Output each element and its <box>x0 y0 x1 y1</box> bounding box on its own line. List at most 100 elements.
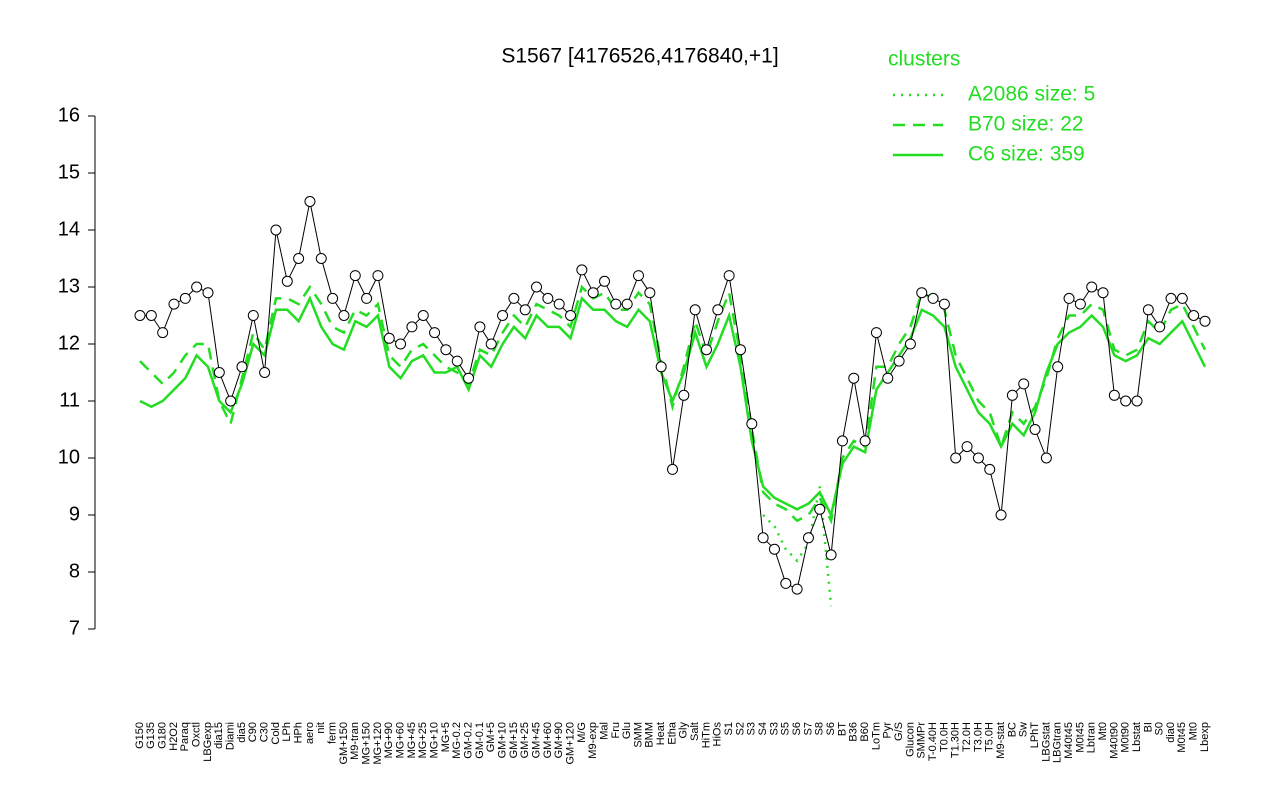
x-tick-label: T1.30H <box>950 722 962 758</box>
data-point <box>508 292 520 304</box>
data-point <box>1165 292 1177 304</box>
x-tick-label: GM+60 <box>542 722 554 758</box>
x-tick-label: GM+120 <box>564 722 576 765</box>
data-point <box>1108 389 1120 401</box>
data-point <box>836 435 848 447</box>
x-tick-label: S3 <box>768 722 780 735</box>
x-tick-label: G150 <box>134 722 146 749</box>
data-point <box>247 310 259 321</box>
x-tick-label: S4 <box>757 722 769 735</box>
x-tick-label: MG+120 <box>372 722 384 765</box>
x-tick-label: C90 <box>247 722 259 742</box>
data-point <box>202 287 214 299</box>
data-point <box>757 532 769 544</box>
x-tick-label: SMMPr <box>916 722 928 759</box>
x-tick-label: HPh <box>293 722 305 743</box>
x-tick-label: G/S <box>893 722 905 741</box>
data-point <box>417 310 429 321</box>
data-point <box>1188 310 1200 321</box>
data-point <box>768 543 780 555</box>
x-tick-label: MG+5 <box>440 722 452 752</box>
x-tick-label: LPhT <box>1029 722 1041 749</box>
data-point <box>236 361 248 373</box>
x-tick-label: M9-tran <box>349 722 361 760</box>
data-point <box>961 441 973 453</box>
x-tick-label: BI <box>1142 722 1154 732</box>
x-tick-label: Glucon <box>904 722 916 757</box>
x-tick-label: M9-stat <box>995 722 1007 759</box>
data-point <box>995 509 1007 521</box>
x-tick-label: ferm <box>327 722 339 744</box>
data-point <box>440 344 452 356</box>
y-tick-label: 8 <box>69 560 80 582</box>
x-tick-label: S2 <box>734 722 746 735</box>
data-point <box>1199 315 1211 327</box>
data-point <box>791 583 803 595</box>
data-point <box>531 281 543 293</box>
x-tick-label: Lbstat <box>1131 722 1143 752</box>
data-point <box>304 196 316 207</box>
x-tick-label: GM+45 <box>530 722 542 758</box>
chart-title: S1567 [4176526,4176840,+1] <box>501 45 778 68</box>
x-tick-label: GM+150 <box>338 722 350 765</box>
x-tick-label: Glu <box>621 722 633 739</box>
data-point <box>406 321 418 333</box>
x-tick-label: Mt0 <box>1097 722 1109 740</box>
y-tick-label: 13 <box>58 275 80 297</box>
data-point <box>746 418 758 430</box>
x-tick-label: Diami <box>225 722 237 750</box>
data-point <box>667 463 678 475</box>
x-tick-label: M40t90 <box>1108 722 1120 759</box>
data-point <box>587 287 599 299</box>
x-tick-label: Pyr <box>882 722 894 739</box>
x-tick-label: BT <box>836 722 848 736</box>
data-point <box>1086 281 1098 293</box>
x-tick-label: Paraq <box>179 722 191 751</box>
x-tick-label: dia5 <box>236 722 248 743</box>
x-tick-label: T5.0H <box>984 722 996 752</box>
x-tick-label: HiOs <box>712 722 724 747</box>
data-point <box>893 355 905 367</box>
x-tick-label: B36 <box>848 722 860 742</box>
data-point <box>700 344 712 356</box>
data-point <box>1063 292 1075 304</box>
data-point <box>1052 361 1064 373</box>
x-tick-label: Lbexp <box>1199 722 1211 752</box>
data-point <box>678 389 690 401</box>
x-tick-label: S0 <box>1154 722 1166 735</box>
x-tick-label: M40t45 <box>1063 722 1075 759</box>
x-tick-label: Oxctl <box>191 722 203 747</box>
x-tick-label: M0t90 <box>1120 722 1132 753</box>
x-tick-label: GM+10 <box>496 722 508 758</box>
data-point <box>1040 452 1052 464</box>
data-point <box>361 292 373 304</box>
data-point <box>179 292 191 304</box>
x-tick-label: BMM <box>644 722 656 748</box>
data-point <box>938 298 950 310</box>
data-point <box>644 287 656 299</box>
x-tick-label: aero <box>304 722 316 744</box>
x-tick-label: S8 <box>814 722 826 735</box>
x-tick-label: LPh <box>281 722 293 742</box>
data-point <box>1029 424 1041 435</box>
data-point <box>168 298 180 310</box>
data-point <box>610 298 622 310</box>
x-tick-label: MG+25 <box>417 722 429 758</box>
data-point <box>191 281 203 293</box>
data-point <box>270 224 282 236</box>
x-tick-label: dia0 <box>1165 722 1177 743</box>
data-point <box>916 287 928 299</box>
data-point <box>1018 378 1030 390</box>
data-point <box>802 532 814 544</box>
data-point <box>225 395 237 407</box>
y-tick-label: 16 <box>58 104 80 126</box>
x-tick-label: MG+10 <box>428 722 440 758</box>
x-tick-label: BC <box>1006 722 1018 737</box>
x-tick-label: LBGexp <box>202 722 214 762</box>
data-point <box>814 503 826 515</box>
data-point <box>213 367 225 378</box>
data-point <box>621 298 633 310</box>
data-point <box>848 372 860 384</box>
data-point <box>463 372 475 384</box>
